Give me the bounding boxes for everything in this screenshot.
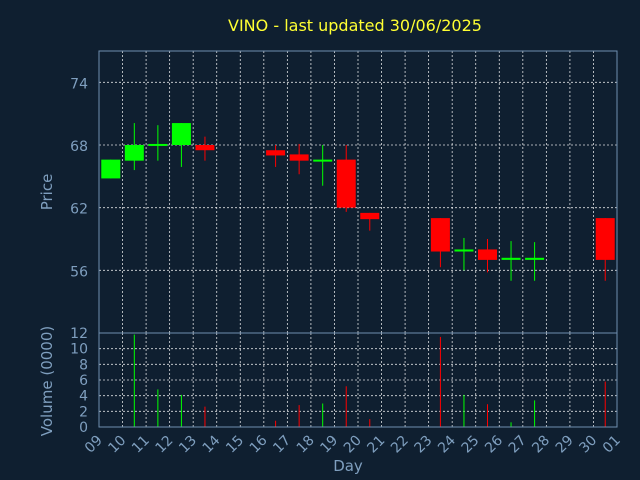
candle-body — [454, 249, 474, 252]
x-tick-label: 29 — [553, 433, 577, 457]
x-tick-label: 24 — [435, 432, 459, 456]
x-tick-label: 18 — [294, 433, 318, 457]
candle-body — [501, 257, 521, 260]
volume-axis-label: Volume (0000) — [38, 326, 56, 436]
x-tick-label: 25 — [459, 433, 483, 457]
x-axis-label: Day — [333, 457, 363, 475]
price-tick-label: 56 — [70, 264, 88, 280]
candle-body — [289, 154, 309, 161]
x-tick-label: 09 — [82, 433, 106, 457]
x-ticks: 09 10 11 12 13 14 15 16 17 18 19 20 21 22 23 24 25 26 27 28… — [82, 432, 624, 456]
x-tick-label: 10 — [105, 433, 129, 457]
candle-body — [171, 123, 191, 145]
x-tick-label: 26 — [482, 432, 506, 456]
x-tick-label: 12 — [153, 433, 177, 457]
volume-bars — [133, 334, 606, 427]
x-tick-label: 28 — [529, 433, 553, 457]
x-tick-label: 16 — [247, 432, 271, 456]
candle-body — [313, 159, 333, 162]
volume-tick-label: 12 — [70, 326, 88, 342]
x-tick-label: 14 — [200, 432, 224, 456]
price-tick-label: 74 — [70, 76, 88, 92]
chart-title: VINO - last updated 30/06/2025 — [228, 16, 482, 35]
candle-body — [478, 249, 497, 260]
candle-body — [595, 218, 615, 260]
x-tick-label: 11 — [129, 433, 153, 457]
candle-body — [430, 218, 450, 252]
x-tick-label: 27 — [506, 433, 530, 457]
x-grid — [122, 51, 594, 427]
x-tick-label: 01 — [600, 433, 624, 457]
price-ticks: 56 62 68 74 — [70, 76, 88, 280]
candle-body — [101, 159, 121, 179]
volume-tick-label: 2 — [79, 404, 88, 420]
x-tick-label: 17 — [270, 433, 294, 457]
x-tick-label: 23 — [412, 433, 436, 457]
candle-body — [336, 159, 356, 208]
x-tick-label: 22 — [388, 433, 412, 457]
price-axis-label: Price — [38, 174, 56, 211]
x-tick-label: 21 — [364, 433, 388, 457]
x-tick-label: 19 — [317, 433, 341, 457]
x-tick-label: 20 — [341, 433, 365, 457]
x-tick-label: 13 — [176, 433, 200, 457]
volume-tick-label: 4 — [79, 389, 88, 405]
volume-tick-label: 6 — [79, 373, 88, 389]
volume-panel-frame — [98, 332, 618, 428]
x-tick-label: 15 — [223, 433, 247, 457]
candle-body — [266, 150, 286, 156]
x-tick-label: 30 — [576, 433, 600, 457]
price-tick-label: 68 — [70, 139, 88, 155]
candle-body — [360, 212, 380, 220]
candle-body — [124, 145, 144, 161]
volume-tick-label: 10 — [70, 342, 88, 358]
candles — [101, 123, 615, 281]
candle-body — [525, 257, 545, 260]
candle-body — [148, 143, 168, 146]
volume-tick-label: 8 — [79, 357, 88, 373]
price-tick-label: 62 — [70, 202, 88, 218]
candle-body — [195, 145, 215, 151]
volume-tick-label: 0 — [79, 420, 88, 436]
